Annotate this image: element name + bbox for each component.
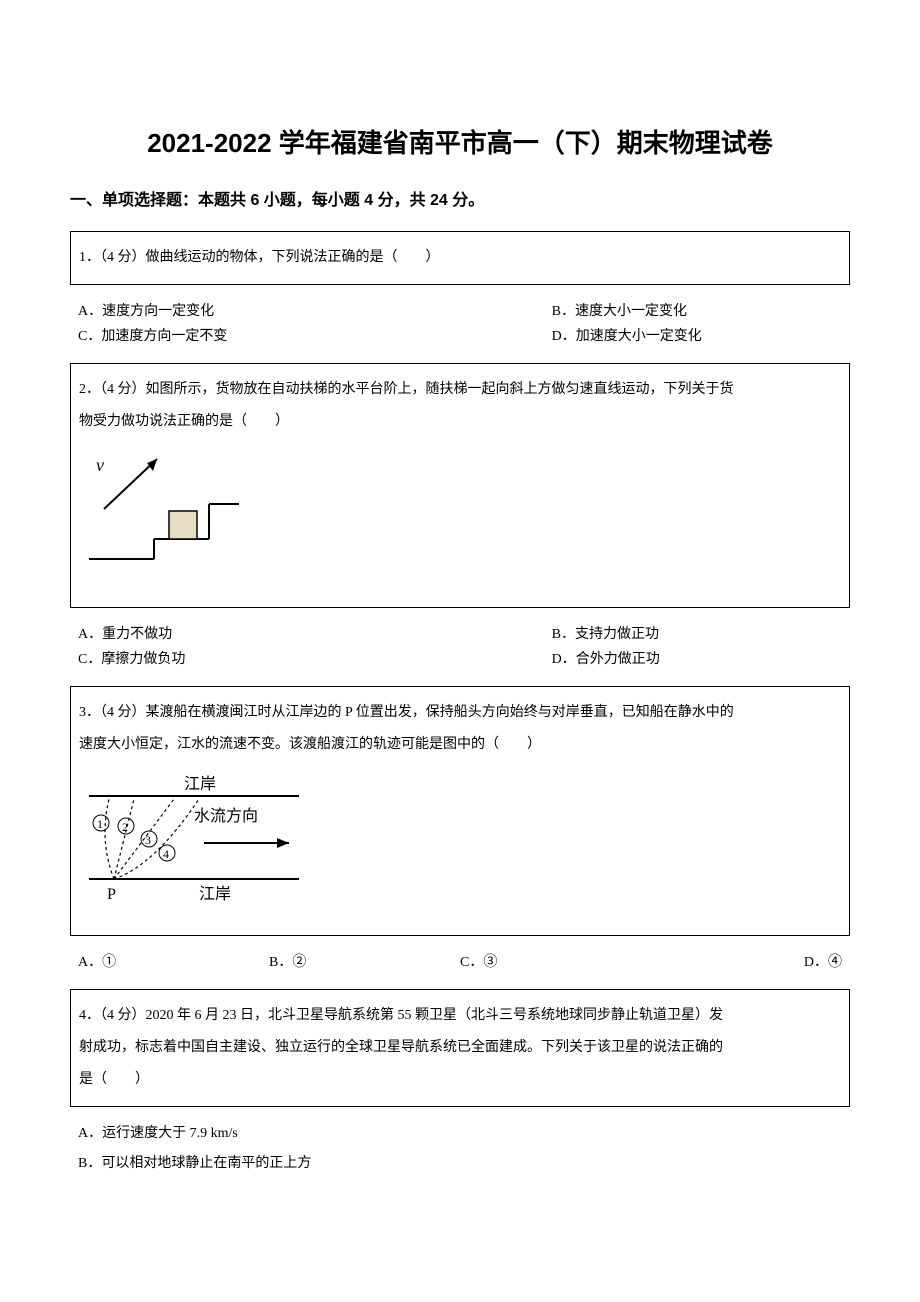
q3-option-a: A．① <box>78 950 269 975</box>
q4-text-1: 4．（4 分）2020 年 6 月 23 日，北斗卫星导航系统第 55 颗卫星（… <box>79 1000 841 1032</box>
flow-label: 水流方向 <box>194 807 258 825</box>
bottom-bank-label: 江岸 <box>199 885 231 903</box>
q4-text-3: 是（ ） <box>79 1064 841 1096</box>
top-bank-label: 江岸 <box>184 775 216 793</box>
question-2-stem: 2．（4 分）如图所示，货物放在自动扶梯的水平台阶上，随扶梯一起向斜上方做匀速直… <box>70 363 850 608</box>
q1-text: 1．（4 分）做曲线运动的物体，下列说法正确的是（ ） <box>79 250 440 265</box>
circled-1: 1 <box>97 817 103 831</box>
q2-option-c: C．摩擦力做负功 <box>78 647 552 672</box>
q1-option-b: B．速度大小一定变化 <box>552 299 842 324</box>
p-label: P <box>107 886 116 903</box>
q1-option-a: A．速度方向一定变化 <box>78 299 552 324</box>
q3-option-b: B．② <box>269 950 460 975</box>
q3-text-2: 速度大小恒定，江水的流速不变。该渡船渡江的轨迹可能是图中的（ ） <box>79 729 841 761</box>
river-crossing-diagram: 江岸 水流方向 P 江岸 1 2 3 4 <box>79 771 319 906</box>
v-label: v <box>96 455 104 475</box>
q2-option-a: A．重力不做功 <box>78 622 552 647</box>
question-1-options: A．速度方向一定变化 B．速度大小一定变化 C．加速度方向一定不变 D．加速度大… <box>70 293 850 355</box>
question-3-stem: 3．（4 分）某渡船在横渡闽江时从江岸边的 P 位置出发，保持船头方向始终与对岸… <box>70 686 850 936</box>
q4-option-b: B．可以相对地球静止在南平的正上方 <box>78 1151 842 1176</box>
q2-text-1: 2．（4 分）如图所示，货物放在自动扶梯的水平台阶上，随扶梯一起向斜上方做匀速直… <box>79 374 841 406</box>
q3-text-1: 3．（4 分）某渡船在横渡闽江时从江岸边的 P 位置出发，保持船头方向始终与对岸… <box>79 697 841 729</box>
q3-option-c: C．③ <box>460 950 651 975</box>
question-2-options: A．重力不做功 B．支持力做正功 C．摩擦力做负功 D．合外力做正功 <box>70 616 850 678</box>
section-header: 一、单项选择题：本题共 6 小题，每小题 4 分，共 24 分。 <box>70 187 850 216</box>
q4-option-a: A．运行速度大于 7.9 km/s <box>78 1121 842 1146</box>
circled-2: 2 <box>122 820 128 834</box>
q1-option-d: D．加速度大小一定变化 <box>552 324 842 349</box>
q1-option-c: C．加速度方向一定不变 <box>78 324 552 349</box>
question-4-options: A．运行速度大于 7.9 km/s B．可以相对地球静止在南平的正上方 <box>70 1115 850 1185</box>
q2-text-2: 物受力做功说法正确的是（ ） <box>79 406 841 438</box>
question-1-stem: 1．（4 分）做曲线运动的物体，下列说法正确的是（ ） <box>70 231 850 285</box>
question-3-options: A．① B．② C．③ D．④ <box>70 944 850 981</box>
escalator-diagram: v <box>79 449 244 579</box>
q3-option-d: D．④ <box>651 950 842 975</box>
page-title: 2021-2022 学年福建省南平市高一（下）期末物理试卷 <box>70 120 850 167</box>
q2-diagram: v <box>79 449 841 592</box>
circled-3: 3 <box>145 833 151 847</box>
q4-text-2: 射成功，标志着中国自主建设、独立运行的全球卫星导航系统已全面建成。下列关于该卫星… <box>79 1032 841 1064</box>
circled-4: 4 <box>163 847 169 861</box>
q2-option-d: D．合外力做正功 <box>552 647 842 672</box>
q2-option-b: B．支持力做正功 <box>552 622 842 647</box>
question-4-stem: 4．（4 分）2020 年 6 月 23 日，北斗卫星导航系统第 55 颗卫星（… <box>70 989 850 1108</box>
q3-diagram: 江岸 水流方向 P 江岸 1 2 3 4 <box>79 771 841 919</box>
